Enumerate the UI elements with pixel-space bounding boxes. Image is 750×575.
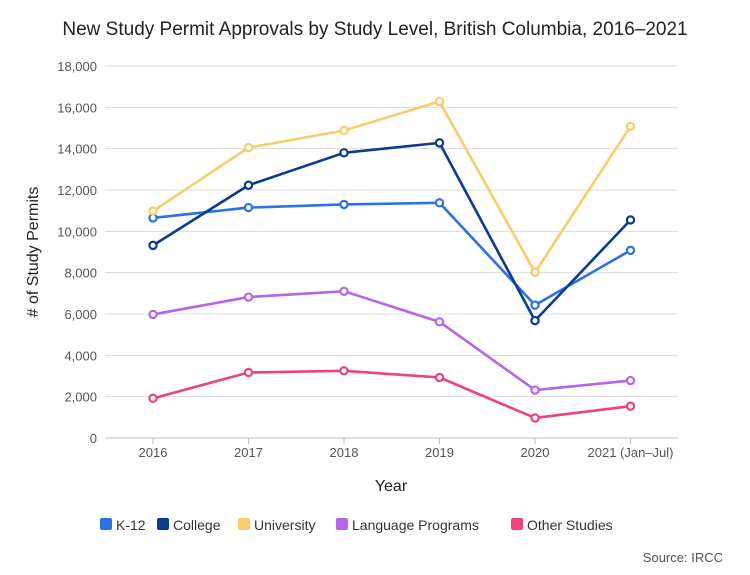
- data-point-college: [148, 240, 158, 251]
- series-line-language-programs: [151, 289, 632, 392]
- legend-item-language-programs: Language Programs: [336, 517, 479, 533]
- data-point-k-12: [243, 202, 254, 213]
- series-other-studies: [148, 366, 636, 423]
- legend-label: University: [254, 517, 315, 533]
- data-point-other-studies: [339, 366, 349, 376]
- data-point-language-programs: [625, 375, 636, 386]
- data-point-language-programs: [243, 292, 254, 302]
- data-point-other-studies: [148, 393, 158, 404]
- data-point-college: [625, 215, 636, 225]
- legend-item-university: University: [238, 517, 315, 533]
- x-axis-label: Year: [375, 478, 408, 495]
- legend-item-college: College: [157, 517, 221, 533]
- data-point-language-programs: [530, 385, 540, 395]
- series-lines: [148, 96, 636, 423]
- y-tick-label: 2,000: [64, 390, 97, 405]
- source-note: Source: IRCC: [643, 550, 723, 565]
- data-point-language-programs: [339, 286, 349, 296]
- x-tick-labels: 2016 2017 2018 2019 2020 2021 (Jan–Jul): [139, 438, 674, 460]
- y-tick-label: 10,000: [57, 224, 97, 239]
- y-tick-labels: 0 2,000 4,000 6,000 8,000 10,000 12,000 14,000 1…: [57, 59, 97, 446]
- data-point-other-studies: [530, 413, 540, 423]
- legend-label: K-12: [116, 517, 146, 533]
- y-tick-label: 12,000: [57, 183, 97, 198]
- x-tick-label: 2016: [139, 445, 168, 460]
- data-point-university: [434, 96, 445, 107]
- series-language-programs: [148, 286, 636, 395]
- chart-title: New Study Permit Approvals by Study Leve…: [62, 19, 687, 40]
- data-point-university: [243, 142, 254, 153]
- data-point-language-programs: [148, 309, 158, 320]
- data-point-college: [530, 315, 540, 326]
- data-point-k-12: [339, 199, 349, 210]
- series-university: [148, 96, 636, 277]
- y-tick-label: 6,000: [64, 307, 97, 322]
- data-point-other-studies: [625, 401, 636, 411]
- legend-item-k-12: K-12: [100, 517, 146, 533]
- legend: K-12 College University Language Programs Ot…: [100, 517, 613, 533]
- y-axis-label: # of Study Permits: [25, 187, 42, 318]
- legend-swatch: [336, 518, 348, 530]
- legend-swatch: [157, 518, 169, 530]
- data-point-university: [148, 206, 158, 216]
- x-tick-label: 2020: [521, 445, 550, 460]
- data-point-college: [434, 138, 445, 148]
- legend-swatch: [100, 518, 112, 530]
- series-line-k-12: [151, 201, 632, 307]
- data-point-other-studies: [243, 367, 254, 378]
- x-tick-label: 2018: [330, 445, 359, 460]
- legend-label: Language Programs: [352, 517, 479, 533]
- y-tick-label: 14,000: [57, 142, 97, 157]
- series-line-college: [151, 141, 632, 322]
- y-tick-label: 18,000: [57, 59, 97, 74]
- series-college: [148, 138, 636, 326]
- y-tick-label: 16,000: [57, 100, 97, 115]
- data-point-university: [339, 125, 349, 136]
- series-line-other-studies: [151, 369, 632, 420]
- y-tick-label: 0: [90, 431, 97, 446]
- series-k-12: [148, 198, 636, 310]
- data-point-university: [625, 121, 636, 132]
- x-tick-label: 2021 (Jan–Jul): [588, 445, 674, 460]
- x-tick-label: 2017: [234, 445, 263, 460]
- data-point-k-12: [530, 300, 540, 310]
- legend-label: Other Studies: [527, 517, 613, 533]
- x-tick-label: 2019: [425, 445, 454, 460]
- gridlines: [105, 65, 678, 439]
- y-tick-label: 4,000: [64, 348, 97, 363]
- data-point-other-studies: [434, 372, 445, 383]
- legend-swatch: [511, 518, 523, 530]
- legend-label: College: [173, 517, 221, 533]
- series-line-university: [151, 100, 632, 274]
- data-point-k-12: [434, 198, 445, 208]
- legend-item-other-studies: Other Studies: [511, 517, 613, 533]
- data-point-college: [243, 180, 254, 190]
- data-point-college: [339, 148, 349, 158]
- data-point-language-programs: [434, 317, 445, 327]
- y-tick-label: 8,000: [64, 266, 97, 281]
- data-point-university: [530, 267, 540, 277]
- data-point-k-12: [625, 245, 636, 256]
- legend-swatch: [238, 518, 250, 530]
